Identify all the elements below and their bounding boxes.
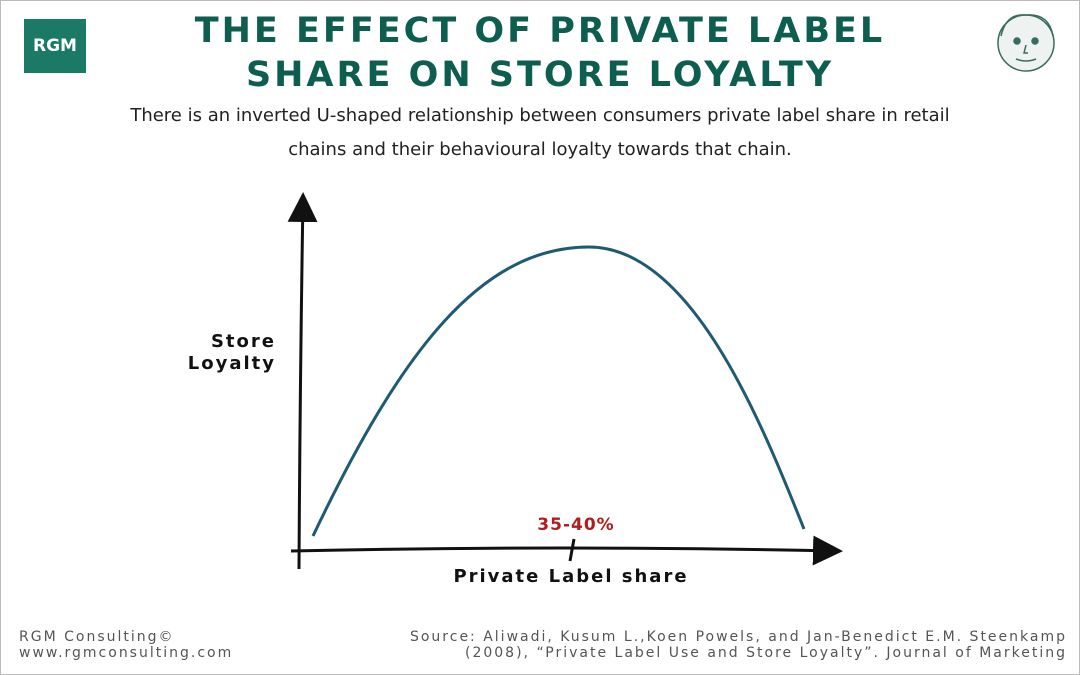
subtitle: There is an inverted U-shaped relationsh… (1, 99, 1079, 167)
footer-line: (2008), “Private Label Use and Store Loy… (465, 645, 1067, 661)
footer-line: www.rgmconsulting.com (19, 645, 234, 661)
x-axis (290, 535, 843, 566)
x-axis-label: Private Label share (453, 566, 689, 587)
title-line: THE EFFECT OF PRIVATE LABEL (194, 11, 886, 51)
y-axis-label-line: Loyalty (187, 353, 276, 374)
footer-right: Source: Aliwadi, Kusum L.,Koen Powels, a… (410, 629, 1067, 661)
peak-label: 35-40% (537, 515, 615, 535)
einstein-icon (997, 14, 1055, 72)
y-axis (287, 192, 318, 570)
y-axis-label-line: Store (210, 331, 276, 352)
subtitle-line: chains and their behavioural loyalty tow… (288, 139, 792, 160)
footer-left: RGM Consulting© www.rgmconsulting.com (19, 629, 233, 661)
title-line: SHARE ON STORE LOYALTY (245, 55, 835, 95)
logo: RGM (24, 19, 86, 73)
subtitle-line: There is an inverted U-shaped relationsh… (130, 105, 950, 126)
peak-tick (568, 538, 576, 562)
title: THE EFFECT OF PRIVATE LABEL SHARE ON STO… (1, 9, 1079, 97)
footer-line: Source: Aliwadi, Kusum L.,Koen Powels, a… (409, 629, 1067, 645)
loyalty-curve (311, 245, 806, 537)
y-axis-label: Store Loyalty (161, 331, 276, 375)
footer-line: RGM Consulting© (19, 629, 175, 645)
